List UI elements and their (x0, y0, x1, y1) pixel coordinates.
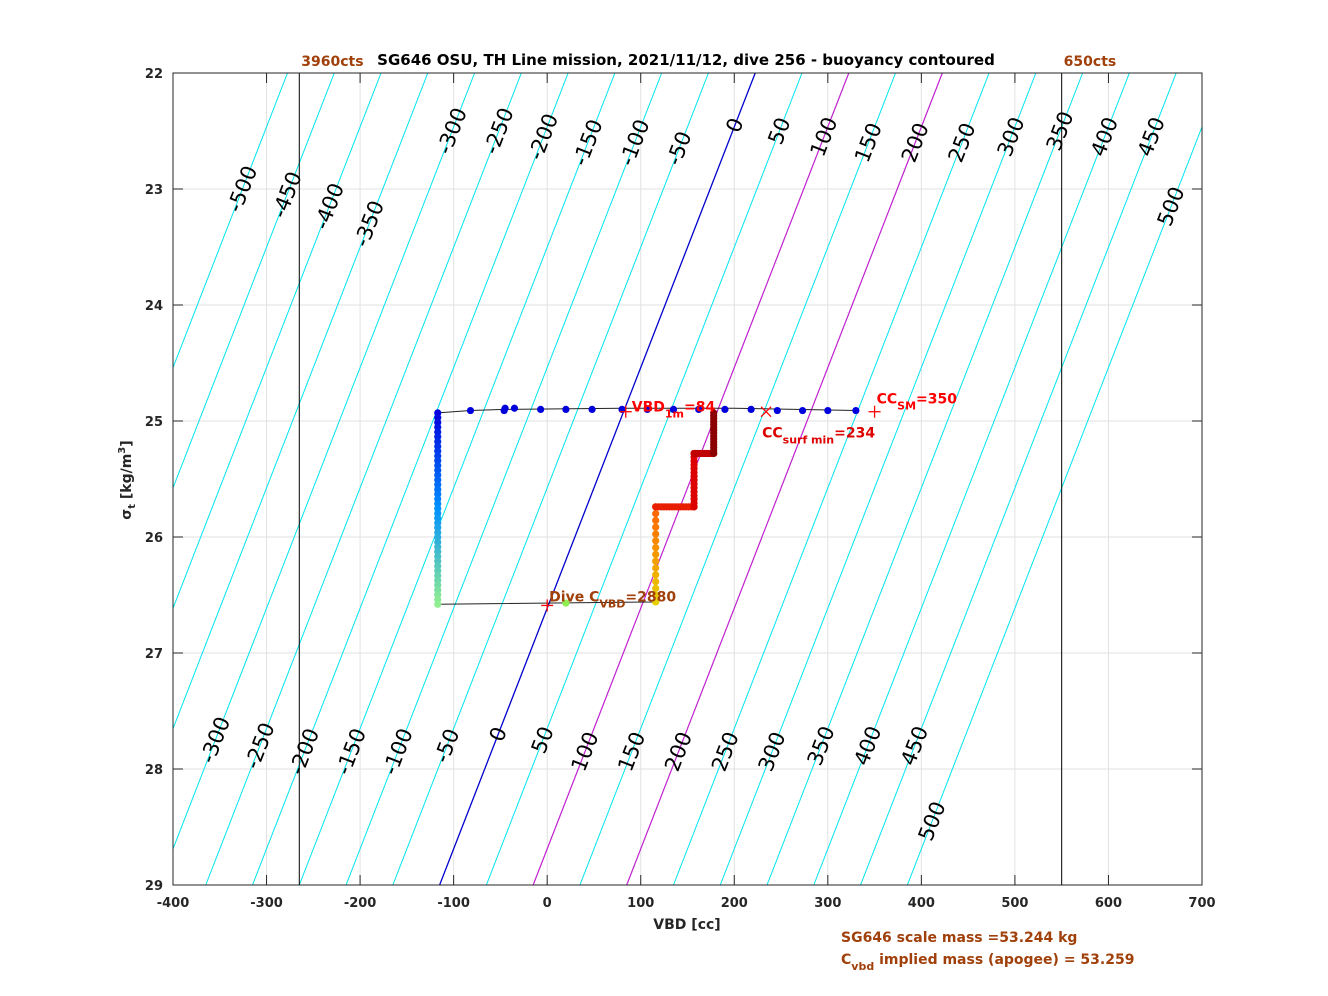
contour-line (438, 73, 756, 885)
ascent-point (710, 409, 718, 417)
x-tick-label: 500 (1001, 896, 1028, 911)
x-axis-label: VBD [cc] (653, 917, 720, 933)
contour-line (906, 125, 1202, 885)
scale-mass-annotation: SG646 scale mass =53.244 kg (841, 930, 1077, 946)
marker-label: CCsurf min=234 (762, 426, 875, 447)
contour-line (173, 73, 382, 610)
dive-trace (434, 404, 860, 608)
y-tick-label: 25 (145, 415, 163, 430)
ascent-point (652, 510, 660, 518)
contour-line (860, 73, 1177, 885)
x-tick-label: -200 (344, 896, 377, 911)
y-tick-label: 24 (145, 299, 163, 314)
surface-point (669, 405, 678, 413)
contour-line (673, 73, 990, 885)
x-tick-label: 200 (721, 896, 748, 911)
axis-ticks: -400 -300 -200 -100 0 100 200 300 400 500 600 700 22… (145, 67, 1216, 911)
surface-point (643, 405, 651, 413)
contour-line (485, 73, 803, 885)
surface-point (510, 404, 519, 412)
surface-point (537, 405, 545, 413)
y-tick-label: 26 (145, 531, 163, 546)
descent-point (434, 600, 442, 608)
contour-line (173, 73, 429, 730)
contour-line (345, 73, 663, 885)
ascent-point (652, 571, 660, 579)
y-tick-label: 28 (145, 763, 163, 778)
marker-label: Dive CVBD=2880 (549, 589, 676, 610)
buoyancy-contours (173, 73, 1202, 885)
contour-line (173, 73, 476, 851)
ascent-point (652, 577, 660, 586)
y-tick-label: 23 (145, 183, 163, 198)
x-tick-label: -400 (157, 896, 190, 911)
contour-line (766, 73, 1084, 885)
contour-line (173, 73, 335, 490)
plot-frame (172, 72, 1203, 886)
surface-point (562, 405, 570, 413)
implied-mass-annotation: Cvbd implied mass (apogee) = 53.259 (841, 952, 1134, 973)
ascent-point (652, 516, 660, 525)
surface-point (852, 406, 860, 415)
surface-point (824, 406, 832, 415)
surface-point (501, 404, 509, 412)
y-tick-label: 27 (145, 647, 163, 662)
ascent-point (652, 557, 660, 565)
contour-line (298, 73, 616, 885)
contour-line (579, 73, 897, 885)
ascent-point (652, 544, 660, 552)
chart-title: SG646 OSU, TH Line mission, 2021/11/12, … (377, 51, 995, 69)
contour-line (813, 73, 1130, 885)
ascent-point (652, 523, 660, 531)
ascent-point (652, 537, 660, 545)
marker-label: CCSM=350 (877, 392, 958, 413)
vbd-limit-label: 650cts (1064, 54, 1117, 70)
x-tick-label: -100 (437, 896, 470, 911)
vbd-limit-label: 3960cts (301, 54, 363, 70)
bottom-point (562, 599, 570, 607)
ascent-point (652, 591, 660, 599)
vbd-limit-lines: 3960cts 650cts (298, 54, 1117, 885)
ascent-point (652, 598, 660, 606)
ascent-point (652, 584, 660, 592)
y-tick-label: 29 (145, 879, 163, 894)
x-tick-label: 0 (543, 896, 552, 911)
surface-point (695, 405, 703, 413)
marker-label: VBD1m=84 (632, 400, 716, 421)
marker-cross (760, 406, 772, 418)
surface-point (747, 405, 755, 413)
contour-line (252, 73, 569, 885)
mass-annotations: SG646 scale mass =53.244 kg Cvbd implied … (841, 930, 1134, 973)
surface-point (798, 406, 807, 415)
ascent-point (652, 530, 660, 538)
surface-point (466, 406, 475, 415)
ascent-point (652, 550, 660, 559)
contour-line (392, 73, 709, 885)
contour-line (205, 73, 522, 885)
y-tick-label: 22 (145, 67, 163, 82)
contour-line (626, 73, 943, 885)
x-tick-label: 300 (814, 896, 841, 911)
contour-line (719, 73, 1037, 885)
ascent-point (652, 564, 660, 572)
x-tick-label: 600 (1095, 896, 1122, 911)
surface-point (773, 406, 781, 415)
y-axis-label: σt [kg/m3] (117, 440, 138, 519)
x-tick-label: 400 (908, 896, 935, 911)
surface-point (588, 405, 596, 413)
surface-point (721, 405, 729, 413)
contour-line (173, 73, 288, 369)
x-tick-label: -300 (250, 896, 283, 911)
x-tick-label: 700 (1188, 896, 1215, 911)
x-tick-label: 100 (627, 896, 654, 911)
